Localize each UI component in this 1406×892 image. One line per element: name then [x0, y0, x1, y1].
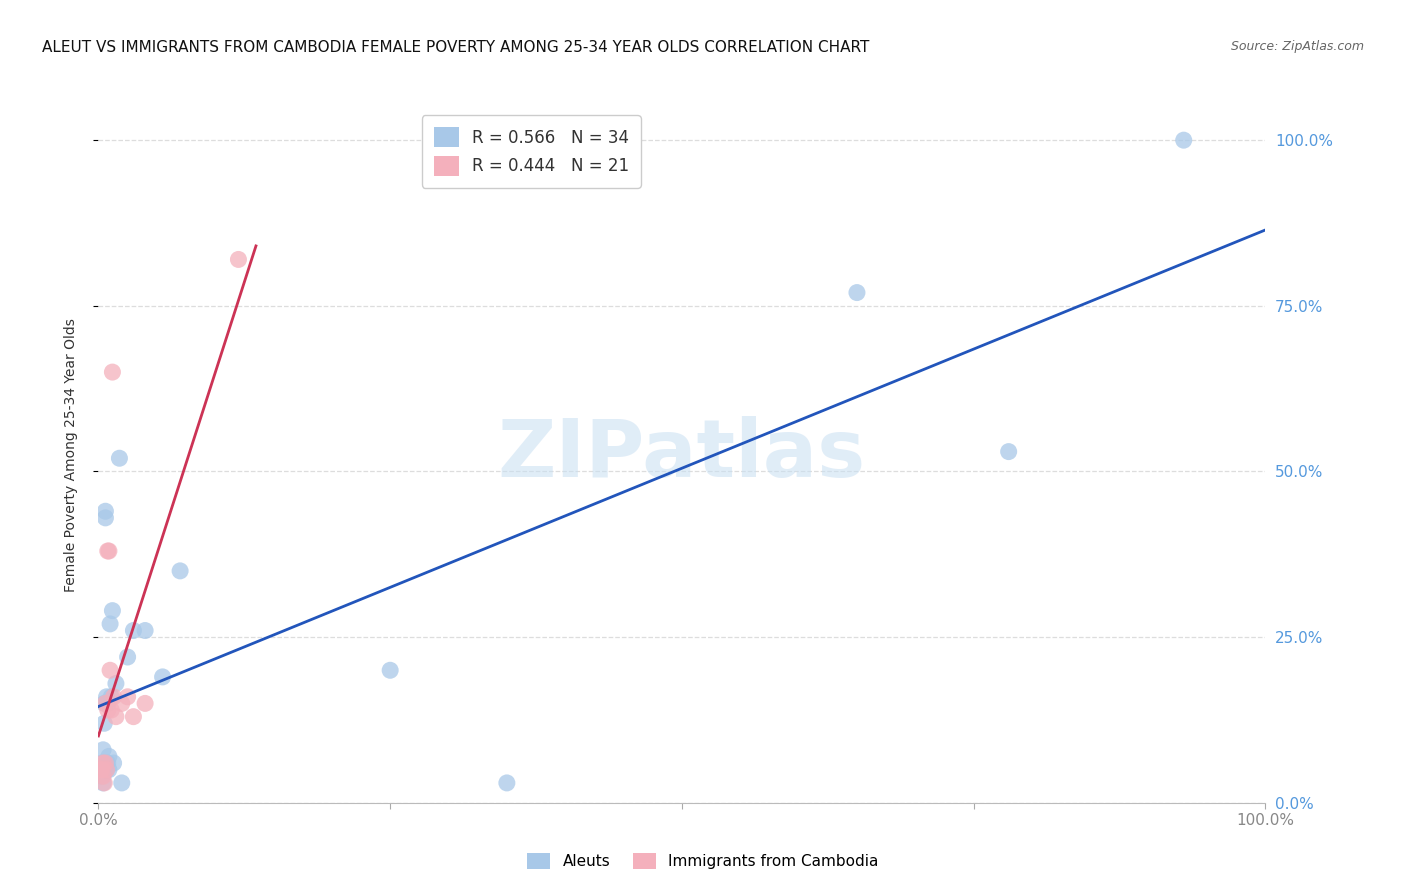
Point	[111, 697, 134, 711]
Point	[91, 743, 114, 757]
Point	[90, 763, 112, 777]
Point	[97, 749, 120, 764]
Point	[93, 763, 115, 777]
Point	[98, 663, 121, 677]
Point	[91, 769, 114, 783]
Point	[100, 690, 122, 704]
Point	[93, 716, 115, 731]
Point	[122, 624, 145, 638]
Point	[94, 511, 117, 525]
Point	[94, 756, 117, 770]
Point	[94, 504, 117, 518]
Point	[90, 756, 112, 770]
Point	[108, 451, 131, 466]
Point	[96, 763, 118, 777]
Point	[169, 564, 191, 578]
Point	[134, 697, 156, 711]
Point	[1173, 133, 1195, 147]
Point	[91, 776, 114, 790]
Point	[104, 676, 127, 690]
Point	[97, 756, 120, 770]
Point	[96, 763, 118, 777]
Point	[228, 252, 250, 267]
Point	[96, 756, 118, 770]
Point	[90, 763, 112, 777]
Y-axis label: Female Poverty Among 25-34 Year Olds: Female Poverty Among 25-34 Year Olds	[63, 318, 77, 592]
Point	[97, 697, 120, 711]
Point	[90, 763, 112, 777]
Point	[97, 763, 120, 777]
Point	[104, 709, 127, 723]
Point	[97, 703, 120, 717]
Point	[93, 697, 115, 711]
Point	[997, 444, 1019, 458]
Point	[380, 663, 402, 677]
Point	[98, 616, 121, 631]
Point	[117, 650, 139, 665]
Point	[97, 544, 120, 558]
Point	[97, 544, 120, 558]
Point	[846, 285, 869, 300]
Point	[103, 690, 125, 704]
Point	[101, 604, 124, 618]
Text: Source: ZipAtlas.com: Source: ZipAtlas.com	[1230, 40, 1364, 54]
Point	[93, 776, 115, 790]
Point	[496, 776, 519, 790]
Point	[96, 690, 118, 704]
Point	[94, 697, 117, 711]
Text: ALEUT VS IMMIGRANTS FROM CAMBODIA FEMALE POVERTY AMONG 25-34 YEAR OLDS CORRELATI: ALEUT VS IMMIGRANTS FROM CAMBODIA FEMALE…	[42, 40, 869, 55]
Point	[101, 365, 124, 379]
Point	[100, 703, 122, 717]
Point	[111, 776, 134, 790]
Point	[90, 769, 112, 783]
Legend: Aleuts, Immigrants from Cambodia: Aleuts, Immigrants from Cambodia	[522, 847, 884, 875]
Text: ZIPatlas: ZIPatlas	[498, 416, 866, 494]
Point	[117, 690, 139, 704]
Point	[103, 756, 125, 770]
Point	[152, 670, 174, 684]
Legend: R = 0.566   N = 34, R = 0.444   N = 21: R = 0.566 N = 34, R = 0.444 N = 21	[422, 115, 641, 187]
Point	[91, 756, 114, 770]
Point	[122, 709, 145, 723]
Point	[134, 624, 156, 638]
